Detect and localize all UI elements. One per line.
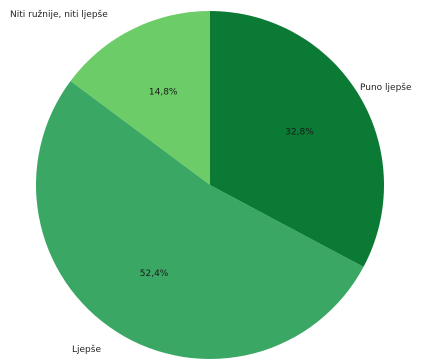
slice-value-label: 14,8% xyxy=(149,88,178,98)
pie-slice xyxy=(70,11,210,185)
pie-slices xyxy=(36,10,385,359)
slice-category-label: Niti ružnije, niti ljepše xyxy=(10,9,108,20)
slice-category-label: Puno ljepše xyxy=(360,82,412,93)
pie-slice xyxy=(210,10,385,267)
pie-slice xyxy=(36,80,364,359)
slice-category-label: Ljepše xyxy=(72,344,101,355)
slice-value-label: 52,4% xyxy=(140,269,169,279)
pie-labels: 32,8% Puno ljepše 52,4% Ljepše 14,8% Niti ruž… xyxy=(10,9,412,355)
slice-value-label: 32,8% xyxy=(285,127,314,137)
